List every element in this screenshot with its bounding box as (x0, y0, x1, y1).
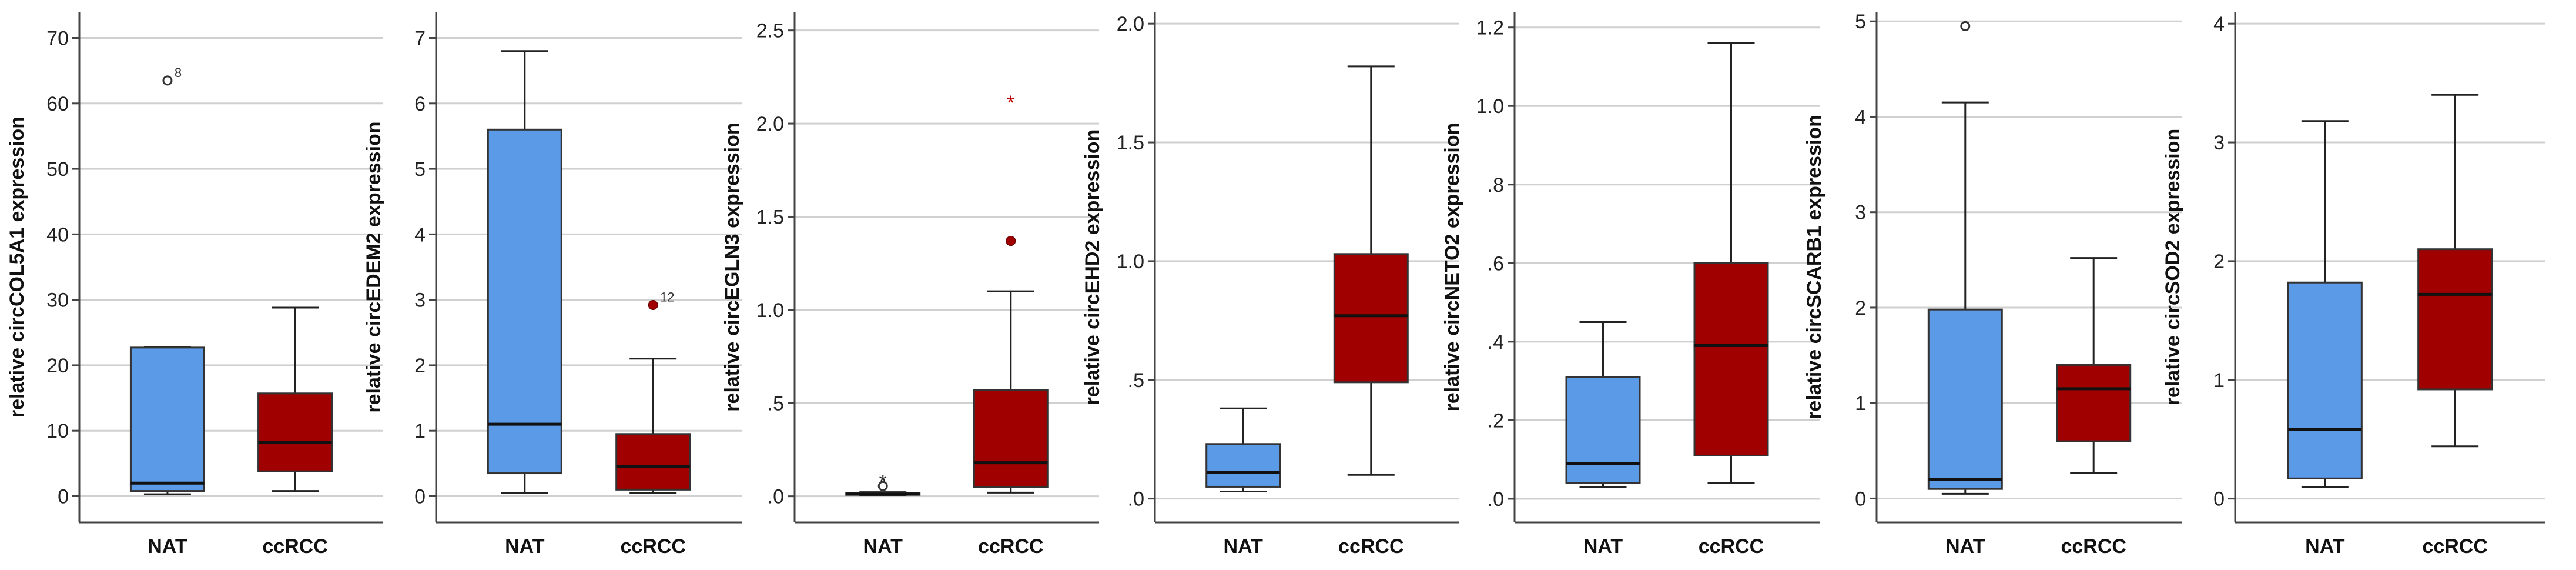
category-label: ccRCC (978, 535, 1043, 558)
y-axis-title: relative circEDEM2 expression (363, 121, 385, 412)
y-tick-label: .8 (1488, 174, 1504, 196)
y-tick-label: .5 (1128, 369, 1144, 392)
y-tick-label: 0 (1855, 488, 1866, 510)
y-tick-label: 2.5 (756, 20, 784, 42)
category-label: NAT (505, 535, 545, 558)
y-tick-label: 0 (58, 485, 69, 508)
outlier-circle (162, 75, 173, 86)
outlier-circle (1960, 21, 1971, 31)
y-tick-label: 0 (2213, 488, 2225, 511)
y-tick-label: 1.5 (1117, 132, 1144, 154)
y-tick-label: 0 (414, 485, 426, 508)
y-tick-label: 1 (2213, 369, 2225, 392)
y-tick-label: 40 (46, 224, 69, 246)
y-tick-label: 6 (414, 93, 426, 115)
category-label: ccRCC (262, 535, 327, 558)
y-tick-label: 60 (46, 93, 69, 115)
y-tick-label: 2 (414, 355, 426, 377)
chart-panel-3: .0 .5 1.0 1.5 2.0 2.5 relative circEGLN3 expre… (721, 12, 1099, 558)
y-axis-title: relative circEGLN3 expression (721, 122, 743, 411)
y-tick-label: 50 (46, 158, 69, 181)
chart-panel-5: .0 .2 .4 .6 .8 1.0 1.2 relative circNETO2 expre… (1441, 12, 1820, 558)
box-nat (1927, 308, 2003, 490)
y-tick-label: .5 (768, 392, 784, 415)
category-label: NAT (1945, 535, 1985, 558)
y-tick-label: 3 (1855, 202, 1866, 224)
y-tick-label: 70 (46, 28, 69, 50)
y-tick-label: .0 (768, 486, 784, 508)
y-tick-label: 2.0 (756, 113, 784, 135)
chart-panel-4: .0 .5 1.0 1.5 2.0 relative circEHD2 expressio… (1081, 12, 1459, 558)
y-tick-label: 1.0 (756, 299, 784, 322)
y-tick-label: .4 (1488, 331, 1504, 354)
box-ccrcc (1333, 253, 1409, 384)
chart-panel-1: 0 10 20 30 40 50 60 70 relative circCOL5A1 expre… (6, 12, 383, 558)
y-axis-title: relative circCOL5A1 expression (6, 116, 28, 418)
y-tick-label: 2 (2213, 251, 2225, 273)
outlier-dot (648, 300, 658, 311)
category-label: NAT (1583, 535, 1623, 558)
category-label: NAT (2305, 535, 2345, 558)
category-label: NAT (148, 535, 187, 558)
y-tick-label: 5 (1855, 11, 1866, 33)
y-tick-label: 2 (1855, 297, 1866, 319)
category-label: ccRCC (620, 535, 685, 558)
extreme-star: * (1007, 92, 1014, 114)
y-tick-label: 4 (1855, 106, 1866, 128)
y-tick-label: 5 (414, 158, 426, 181)
y-tick-label: 3 (414, 289, 426, 312)
chart-panel-6: 0 1 2 3 4 5 relative circSCARB1 expression NAT c… (1803, 11, 2182, 558)
y-tick-label: 30 (46, 289, 69, 312)
y-tick-label: .0 (1128, 488, 1144, 511)
y-tick-label: 20 (46, 355, 69, 377)
y-tick-label: 10 (46, 420, 69, 442)
y-tick-label: 3 (2213, 132, 2225, 154)
y-tick-label: 1.5 (756, 206, 784, 228)
chart-panel-7: 0 1 2 3 4 relative circSOD2 expression NAT ccRC… (2162, 12, 2545, 558)
box-nat (1205, 443, 1281, 488)
box-ccrcc (1693, 262, 1769, 456)
box-nat (129, 346, 205, 492)
box-ccrcc (2056, 364, 2132, 442)
category-label: NAT (863, 535, 903, 558)
y-axis-title: relative circSCARB1 expression (1803, 115, 1825, 419)
y-tick-label: 1.2 (1476, 17, 1504, 39)
box-ccrcc (973, 389, 1049, 488)
box-nat (1565, 376, 1641, 484)
outlier-label: 8 (175, 65, 182, 80)
y-tick-label: .2 (1488, 409, 1504, 432)
y-tick-label: 1.0 (1476, 95, 1504, 118)
y-tick-label: .6 (1488, 252, 1504, 275)
y-tick-label: 4 (414, 224, 426, 246)
category-label: NAT (1224, 535, 1264, 558)
category-label: ccRCC (2061, 535, 2126, 558)
y-axis-title: relative circEHD2 expression (1081, 129, 1104, 405)
extreme-star: * (879, 471, 887, 494)
category-label: ccRCC (2422, 535, 2487, 558)
y-tick-label: 7 (414, 28, 426, 50)
box-ccrcc (615, 433, 691, 491)
outlier-circle (877, 481, 888, 491)
y-tick-label: 4 (2213, 13, 2225, 35)
y-axis-title: relative circSOD2 expression (2162, 129, 2184, 406)
outlier-label: 12 (660, 290, 674, 305)
y-tick-label: .0 (1488, 488, 1504, 511)
box-ccrcc (257, 392, 333, 472)
y-tick-label: 1 (1855, 392, 1866, 415)
y-tick-label: 2.0 (1117, 13, 1144, 35)
category-label: ccRCC (1699, 535, 1764, 558)
y-axis-title: relative circNETO2 expression (1441, 123, 1463, 412)
box-ccrcc (2417, 248, 2493, 391)
category-label: ccRCC (1338, 535, 1403, 558)
box-nat (487, 128, 562, 475)
box-nat (2287, 281, 2363, 479)
outlier-dot (1006, 236, 1016, 246)
y-tick-label: 1.0 (1117, 251, 1144, 273)
y-tick-label: 1 (414, 420, 426, 442)
